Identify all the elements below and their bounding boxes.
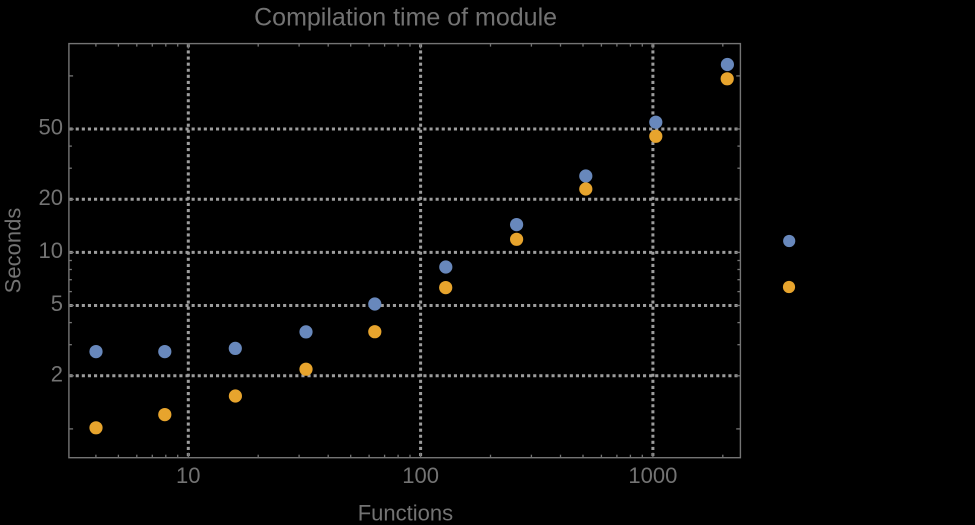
svg-text:5: 5 (51, 291, 63, 316)
svg-text:100: 100 (402, 463, 439, 488)
svg-text:10: 10 (176, 463, 200, 488)
svg-text:1000: 1000 (628, 463, 677, 488)
svg-text:Compilation time of module: Compilation time of module (254, 4, 557, 32)
svg-text:2: 2 (51, 361, 63, 386)
svg-text:50: 50 (39, 115, 63, 140)
svg-text:Seconds: Seconds (1, 208, 26, 294)
svg-text:10: 10 (39, 238, 63, 263)
svg-text:Functions: Functions (358, 501, 453, 525)
svg-text:20: 20 (39, 185, 63, 210)
